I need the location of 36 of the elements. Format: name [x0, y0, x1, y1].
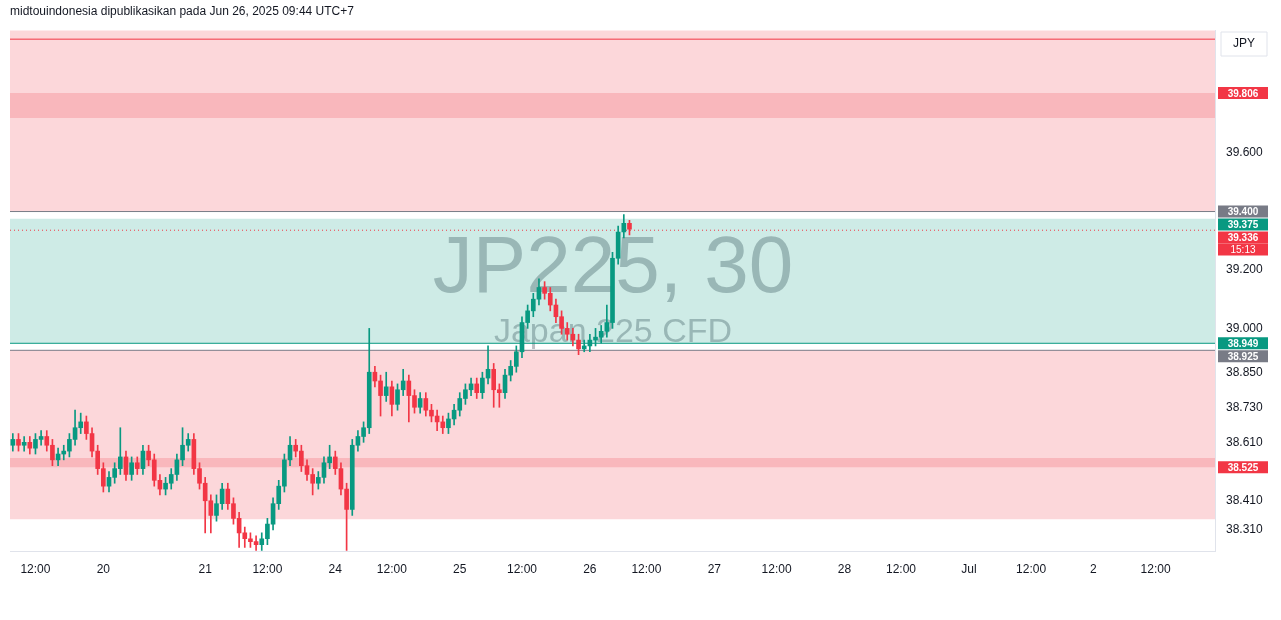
x-tick-label: 2	[1090, 562, 1098, 577]
x-tick-label: 12:00	[506, 562, 538, 577]
x-tick-label: 12:00	[20, 562, 51, 577]
y-tick-label: 39.600	[1226, 145, 1264, 160]
x-tick-label: 12:00	[1140, 562, 1171, 577]
ref-line-label: 39.400	[1227, 206, 1259, 218]
y-tick-label: 38.310	[1226, 522, 1264, 537]
x-tick-label: 12:00	[252, 562, 283, 577]
x-tick-label: 12:00	[1016, 562, 1047, 577]
y-tick-label: 38.850	[1226, 364, 1264, 379]
ref-line-label: 38.949	[1227, 338, 1259, 350]
y-tick-label: 38.410	[1226, 493, 1264, 508]
x-tick-label: 20	[96, 562, 111, 577]
x-tick-label: 21	[198, 562, 213, 577]
y-tick-label: 38.610	[1226, 434, 1264, 449]
band-label: 38.525	[1227, 461, 1259, 473]
y-tick-label: 38.730	[1226, 399, 1264, 414]
x-tick-label: 28	[837, 562, 852, 577]
x-tick-label: 12:00	[886, 562, 917, 577]
x-tick-label: 12:00	[376, 562, 408, 577]
ref-line-label: 39.336	[1227, 232, 1259, 244]
x-tick-label: 12:00	[761, 562, 792, 577]
text: JPY	[1232, 36, 1256, 51]
band-label: 39.375	[1227, 219, 1259, 231]
y-tick-label: 39.200	[1226, 262, 1264, 277]
x-tick-label: 26	[583, 562, 597, 577]
y-tick-label: 39.000	[1226, 320, 1264, 335]
text: 15:13	[1230, 244, 1256, 256]
band-label: 39.806	[1227, 87, 1259, 99]
x-tick-label: 25	[453, 562, 467, 577]
x-tick-label: Jul	[961, 562, 977, 577]
x-tick-label: 24	[328, 562, 343, 577]
chart-title: midtouindonesia dipublikasikan pada Jun 26, 2025 09:44 UTC+7	[10, 3, 355, 18]
x-tick-label: 27	[707, 562, 722, 577]
x-tick-label: 12:00	[631, 562, 662, 577]
ref-line-label: 38.925	[1227, 351, 1259, 363]
